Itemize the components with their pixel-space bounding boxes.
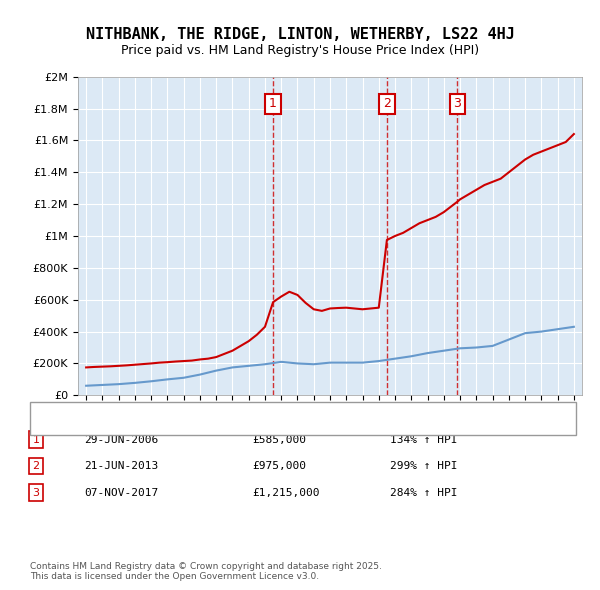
Text: 29-JUN-2006: 29-JUN-2006 (84, 435, 158, 444)
Text: £975,000: £975,000 (252, 461, 306, 471)
Text: 3: 3 (454, 97, 461, 110)
Text: 134% ↑ HPI: 134% ↑ HPI (390, 435, 458, 444)
Text: 07-NOV-2017: 07-NOV-2017 (84, 488, 158, 497)
Text: 3: 3 (32, 488, 40, 497)
Text: HPI: Average price, detached house, Leeds: HPI: Average price, detached house, Leed… (72, 421, 295, 431)
Text: NITHBANK, THE RIDGE, LINTON, WETHERBY, LS22 4HJ (detached house): NITHBANK, THE RIDGE, LINTON, WETHERBY, L… (72, 405, 445, 415)
Text: 1: 1 (32, 435, 40, 444)
Text: 1: 1 (269, 97, 277, 110)
Text: 2: 2 (383, 97, 391, 110)
Text: 21-JUN-2013: 21-JUN-2013 (84, 461, 158, 471)
Text: NITHBANK, THE RIDGE, LINTON, WETHERBY, LS22 4HJ: NITHBANK, THE RIDGE, LINTON, WETHERBY, L… (86, 27, 514, 41)
Text: £585,000: £585,000 (252, 435, 306, 444)
Text: Contains HM Land Registry data © Crown copyright and database right 2025.
This d: Contains HM Land Registry data © Crown c… (30, 562, 382, 581)
Text: 284% ↑ HPI: 284% ↑ HPI (390, 488, 458, 497)
Text: 299% ↑ HPI: 299% ↑ HPI (390, 461, 458, 471)
Text: —: — (42, 401, 59, 419)
Text: £1,215,000: £1,215,000 (252, 488, 320, 497)
Text: Price paid vs. HM Land Registry's House Price Index (HPI): Price paid vs. HM Land Registry's House … (121, 44, 479, 57)
Text: 2: 2 (32, 461, 40, 471)
Text: —: — (42, 417, 59, 435)
